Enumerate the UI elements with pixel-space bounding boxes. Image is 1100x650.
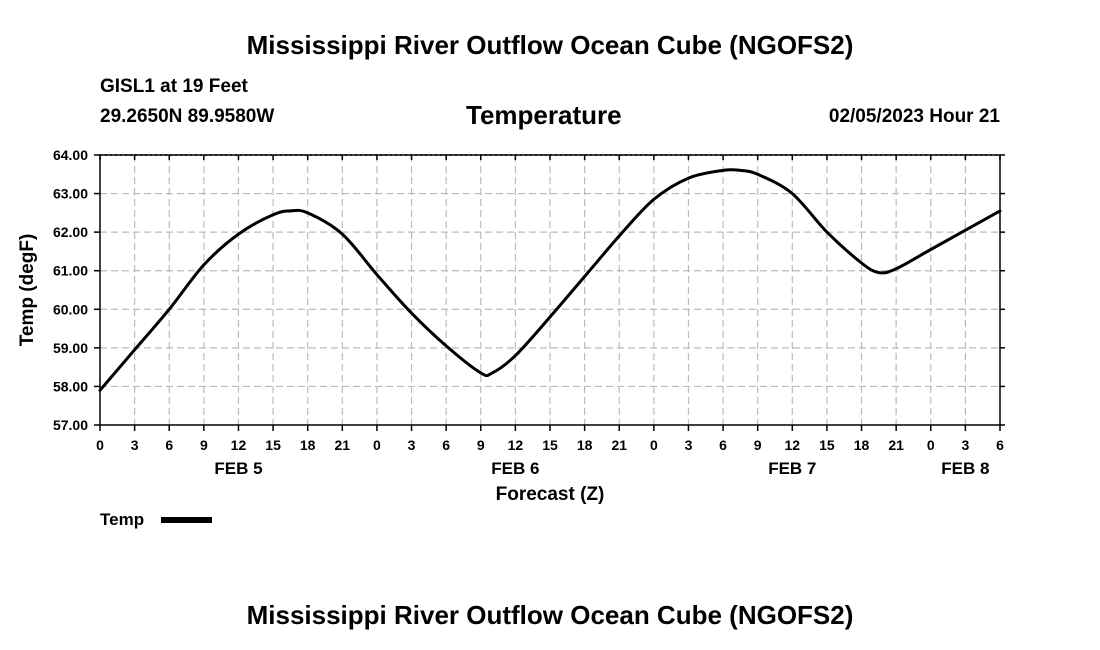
x-tick-label: 9 [754,437,762,453]
y-tick-label: 64.00 [53,147,88,163]
x-tick-label: 6 [442,437,450,453]
x-tick-label: 9 [200,437,208,453]
y-tick-label: 58.00 [53,378,88,394]
chart-title: Mississippi River Outflow Ocean Cube (NG… [246,30,854,60]
station-label: GISL1 at 19 Feet [100,76,248,97]
x-tick-label: 18 [854,437,870,453]
x-tick-label: 0 [373,437,381,453]
x-tick-label: 3 [685,437,693,453]
x-tick-label: 21 [335,437,351,453]
x-tick-label: 6 [719,437,727,453]
y-tick-label: 61.00 [53,263,88,279]
x-tick-label: 3 [408,437,416,453]
x-tick-label: 15 [265,437,281,453]
x-tick-label: 12 [785,437,801,453]
x-tick-label: 18 [577,437,593,453]
y-tick-label: 62.00 [53,224,88,240]
y-axis-label: Temp (degF) [17,234,38,347]
x-tick-label: 18 [300,437,316,453]
y-tick-label: 63.00 [53,186,88,202]
x-axis-label: Forecast (Z) [496,484,605,505]
y-tick-label: 60.00 [53,301,88,317]
x-tick-label: 3 [131,437,139,453]
x-tick-label: 12 [508,437,524,453]
forecast-datetime: 02/05/2023 Hour 21 [828,106,1000,127]
grid-lines [100,155,1000,425]
variable-title: Temperature [466,100,622,130]
x-tick-label: 6 [996,437,1004,453]
footer-title: Mississippi River Outflow Ocean Cube (NG… [246,600,854,630]
x-tick-label: 6 [165,437,173,453]
day-label: FEB 5 [214,459,262,478]
legend-label: Temp [100,510,144,529]
x-tick-label: 0 [650,437,658,453]
x-tick-label: 0 [96,437,104,453]
y-tick-label: 57.00 [53,417,88,433]
x-tick-label: 9 [477,437,485,453]
x-tick-label: 15 [819,437,835,453]
day-label: FEB 6 [491,459,539,478]
x-tick-label: 0 [927,437,935,453]
day-labels: FEB 5 FEB 6 FEB 7 FEB 8 [214,459,989,478]
x-axis-ticks: 0 3 6 9 12 15 18 21 0 3 6 9 12 15 18 21 0 3 6 9 12 15 18 21 0 3 6 [96,155,1004,453]
day-label: FEB 8 [941,459,989,478]
x-tick-label: 3 [961,437,969,453]
y-tick-label: 59.00 [53,340,88,356]
x-tick-label: 21 [611,437,627,453]
x-tick-label: 21 [888,437,904,453]
station-coordinates: 29.2650N 89.9580W [100,106,275,127]
x-tick-label: 12 [231,437,247,453]
x-tick-label: 15 [542,437,558,453]
day-label: FEB 7 [768,459,816,478]
temp-series-line [98,168,1002,392]
y-axis-ticks: 57.00 58.00 59.00 60.00 61.00 62.00 63.00 64.00 [53,147,1005,433]
